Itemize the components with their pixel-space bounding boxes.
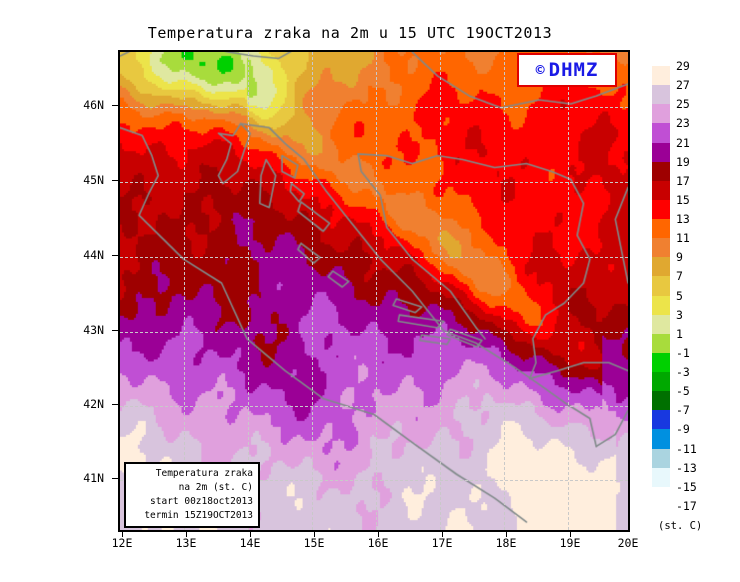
x-tick-17e: 17E bbox=[431, 536, 453, 550]
colorbar-tick-19: 19 bbox=[676, 154, 690, 169]
colorbar-swatch bbox=[652, 257, 670, 277]
colorbar-tick--17: -17 bbox=[676, 499, 697, 513]
x-tick-13e: 13E bbox=[175, 536, 197, 550]
colorbar-swatch bbox=[652, 85, 670, 105]
colorbar-tick-1: 1 bbox=[676, 326, 683, 341]
colorbar-tick--9: -9 bbox=[676, 422, 690, 437]
copyright-icon: © bbox=[535, 61, 546, 79]
x-tick-16e: 16E bbox=[367, 536, 389, 550]
y-tick-46n: 46N bbox=[83, 98, 104, 112]
colorbar-tick--1: -1 bbox=[676, 345, 690, 360]
colorbar-swatch bbox=[652, 161, 670, 181]
info-line-1: Temperatura zraka bbox=[155, 468, 253, 479]
x-tick-mark bbox=[506, 532, 507, 537]
colorbar-tick-29: 29 bbox=[676, 59, 690, 73]
colorbar-swatch bbox=[652, 180, 670, 200]
info-line-2: na 2m (st. C) bbox=[178, 482, 253, 493]
colorbar-swatch bbox=[652, 372, 670, 392]
colorbar-swatch bbox=[652, 410, 670, 430]
colorbar-tick-9: 9 bbox=[676, 250, 683, 265]
x-tick-15e: 15E bbox=[303, 536, 325, 550]
colorbar-swatch bbox=[652, 314, 670, 334]
x-tick-14e: 14E bbox=[239, 536, 261, 550]
x-tick-mark bbox=[378, 532, 379, 537]
x-tick-18e: 18E bbox=[495, 536, 517, 550]
y-tick-mark bbox=[112, 255, 118, 256]
temperature-colorbar: 29 27 25 23 21 19 17 15 13 11 9 7 5 3 1 -1 -3 -5 -7 -9 -11 -1… bbox=[652, 59, 697, 513]
colorbar-tick--5: -5 bbox=[676, 384, 690, 399]
colorbar-tick-13: 13 bbox=[676, 212, 690, 227]
x-tick-mark bbox=[314, 532, 315, 537]
x-tick-mark bbox=[186, 532, 187, 537]
colorbar-tick-5: 5 bbox=[676, 288, 683, 303]
colorbar-swatch bbox=[652, 104, 670, 124]
colorbar-tick-7: 7 bbox=[676, 269, 683, 284]
y-tick-mark bbox=[112, 404, 118, 405]
x-tick-12e: 12E bbox=[111, 536, 133, 550]
info-line-3: start 00z18oct2013 bbox=[150, 496, 253, 507]
y-tick-44n: 44N bbox=[83, 248, 104, 262]
temperature-field-canvas bbox=[120, 52, 628, 530]
colorbar-swatch bbox=[652, 66, 670, 86]
colorbar-tick--15: -15 bbox=[676, 479, 697, 494]
colorbar-swatch bbox=[652, 429, 670, 449]
colorbar-tick-27: 27 bbox=[676, 78, 690, 93]
colorbar-tick-25: 25 bbox=[676, 97, 690, 112]
colorbar-swatch bbox=[652, 219, 670, 239]
y-tick-45n: 45N bbox=[83, 173, 104, 187]
temperature-map-plot[interactable] bbox=[118, 50, 630, 532]
y-tick-mark bbox=[112, 180, 118, 181]
colorbar-swatch bbox=[652, 448, 670, 468]
x-tick-mark bbox=[442, 532, 443, 537]
y-axis: 46N 45N 44N 43N 42N 41N bbox=[0, 0, 118, 582]
colorbar-swatch bbox=[652, 123, 670, 143]
y-tick-mark bbox=[112, 105, 118, 106]
map-info-box: Temperatura zraka na 2m (st. C) start 00… bbox=[124, 462, 260, 528]
y-tick-41n: 41N bbox=[83, 471, 104, 485]
colorbar-swatch bbox=[652, 142, 670, 162]
y-tick-mark bbox=[112, 478, 118, 479]
colorbar-tick--3: -3 bbox=[676, 365, 690, 380]
colorbar-swatch bbox=[652, 391, 670, 411]
colorbar-swatch bbox=[652, 486, 670, 506]
y-tick-42n: 42N bbox=[83, 397, 104, 411]
colorbar-tick--13: -13 bbox=[676, 460, 697, 475]
colorbar-tick--7: -7 bbox=[676, 403, 690, 418]
colorbar-tick-11: 11 bbox=[676, 231, 690, 246]
y-tick-mark bbox=[112, 330, 118, 331]
colorbar-swatch bbox=[652, 276, 670, 296]
colorbar-tick--11: -11 bbox=[676, 441, 697, 456]
info-line-4: termin 15Z19OCT2013 bbox=[144, 510, 253, 521]
colorbar-tick-23: 23 bbox=[676, 116, 690, 131]
x-tick-mark bbox=[122, 532, 123, 537]
dhmz-logo: © DHMZ bbox=[517, 53, 617, 87]
page-title: Temperatura zraka na 2m u 15 UTC 19OCT20… bbox=[147, 24, 553, 42]
colorbar-swatch bbox=[652, 352, 670, 373]
colorbar-swatch bbox=[652, 238, 670, 258]
colorbar-tick-17: 17 bbox=[676, 173, 690, 188]
colorbar-swatch bbox=[652, 199, 670, 220]
colorbar-tick-15: 15 bbox=[676, 192, 690, 207]
dhmz-logo-text: DHMZ bbox=[548, 59, 599, 81]
colorbar-swatch bbox=[652, 467, 670, 487]
colorbar-tick-21: 21 bbox=[676, 135, 690, 150]
x-tick-mark bbox=[250, 532, 251, 537]
colorbar-swatch bbox=[652, 295, 670, 315]
colorbar-units-label: (st. C) bbox=[658, 520, 703, 532]
x-tick-19e: 19E bbox=[559, 536, 581, 550]
x-tick-mark bbox=[570, 532, 571, 537]
colorbar-swatch bbox=[652, 333, 670, 353]
colorbar-tick-3: 3 bbox=[676, 307, 683, 322]
y-tick-43n: 43N bbox=[83, 323, 104, 337]
x-tick-20e: 20E bbox=[617, 536, 639, 550]
